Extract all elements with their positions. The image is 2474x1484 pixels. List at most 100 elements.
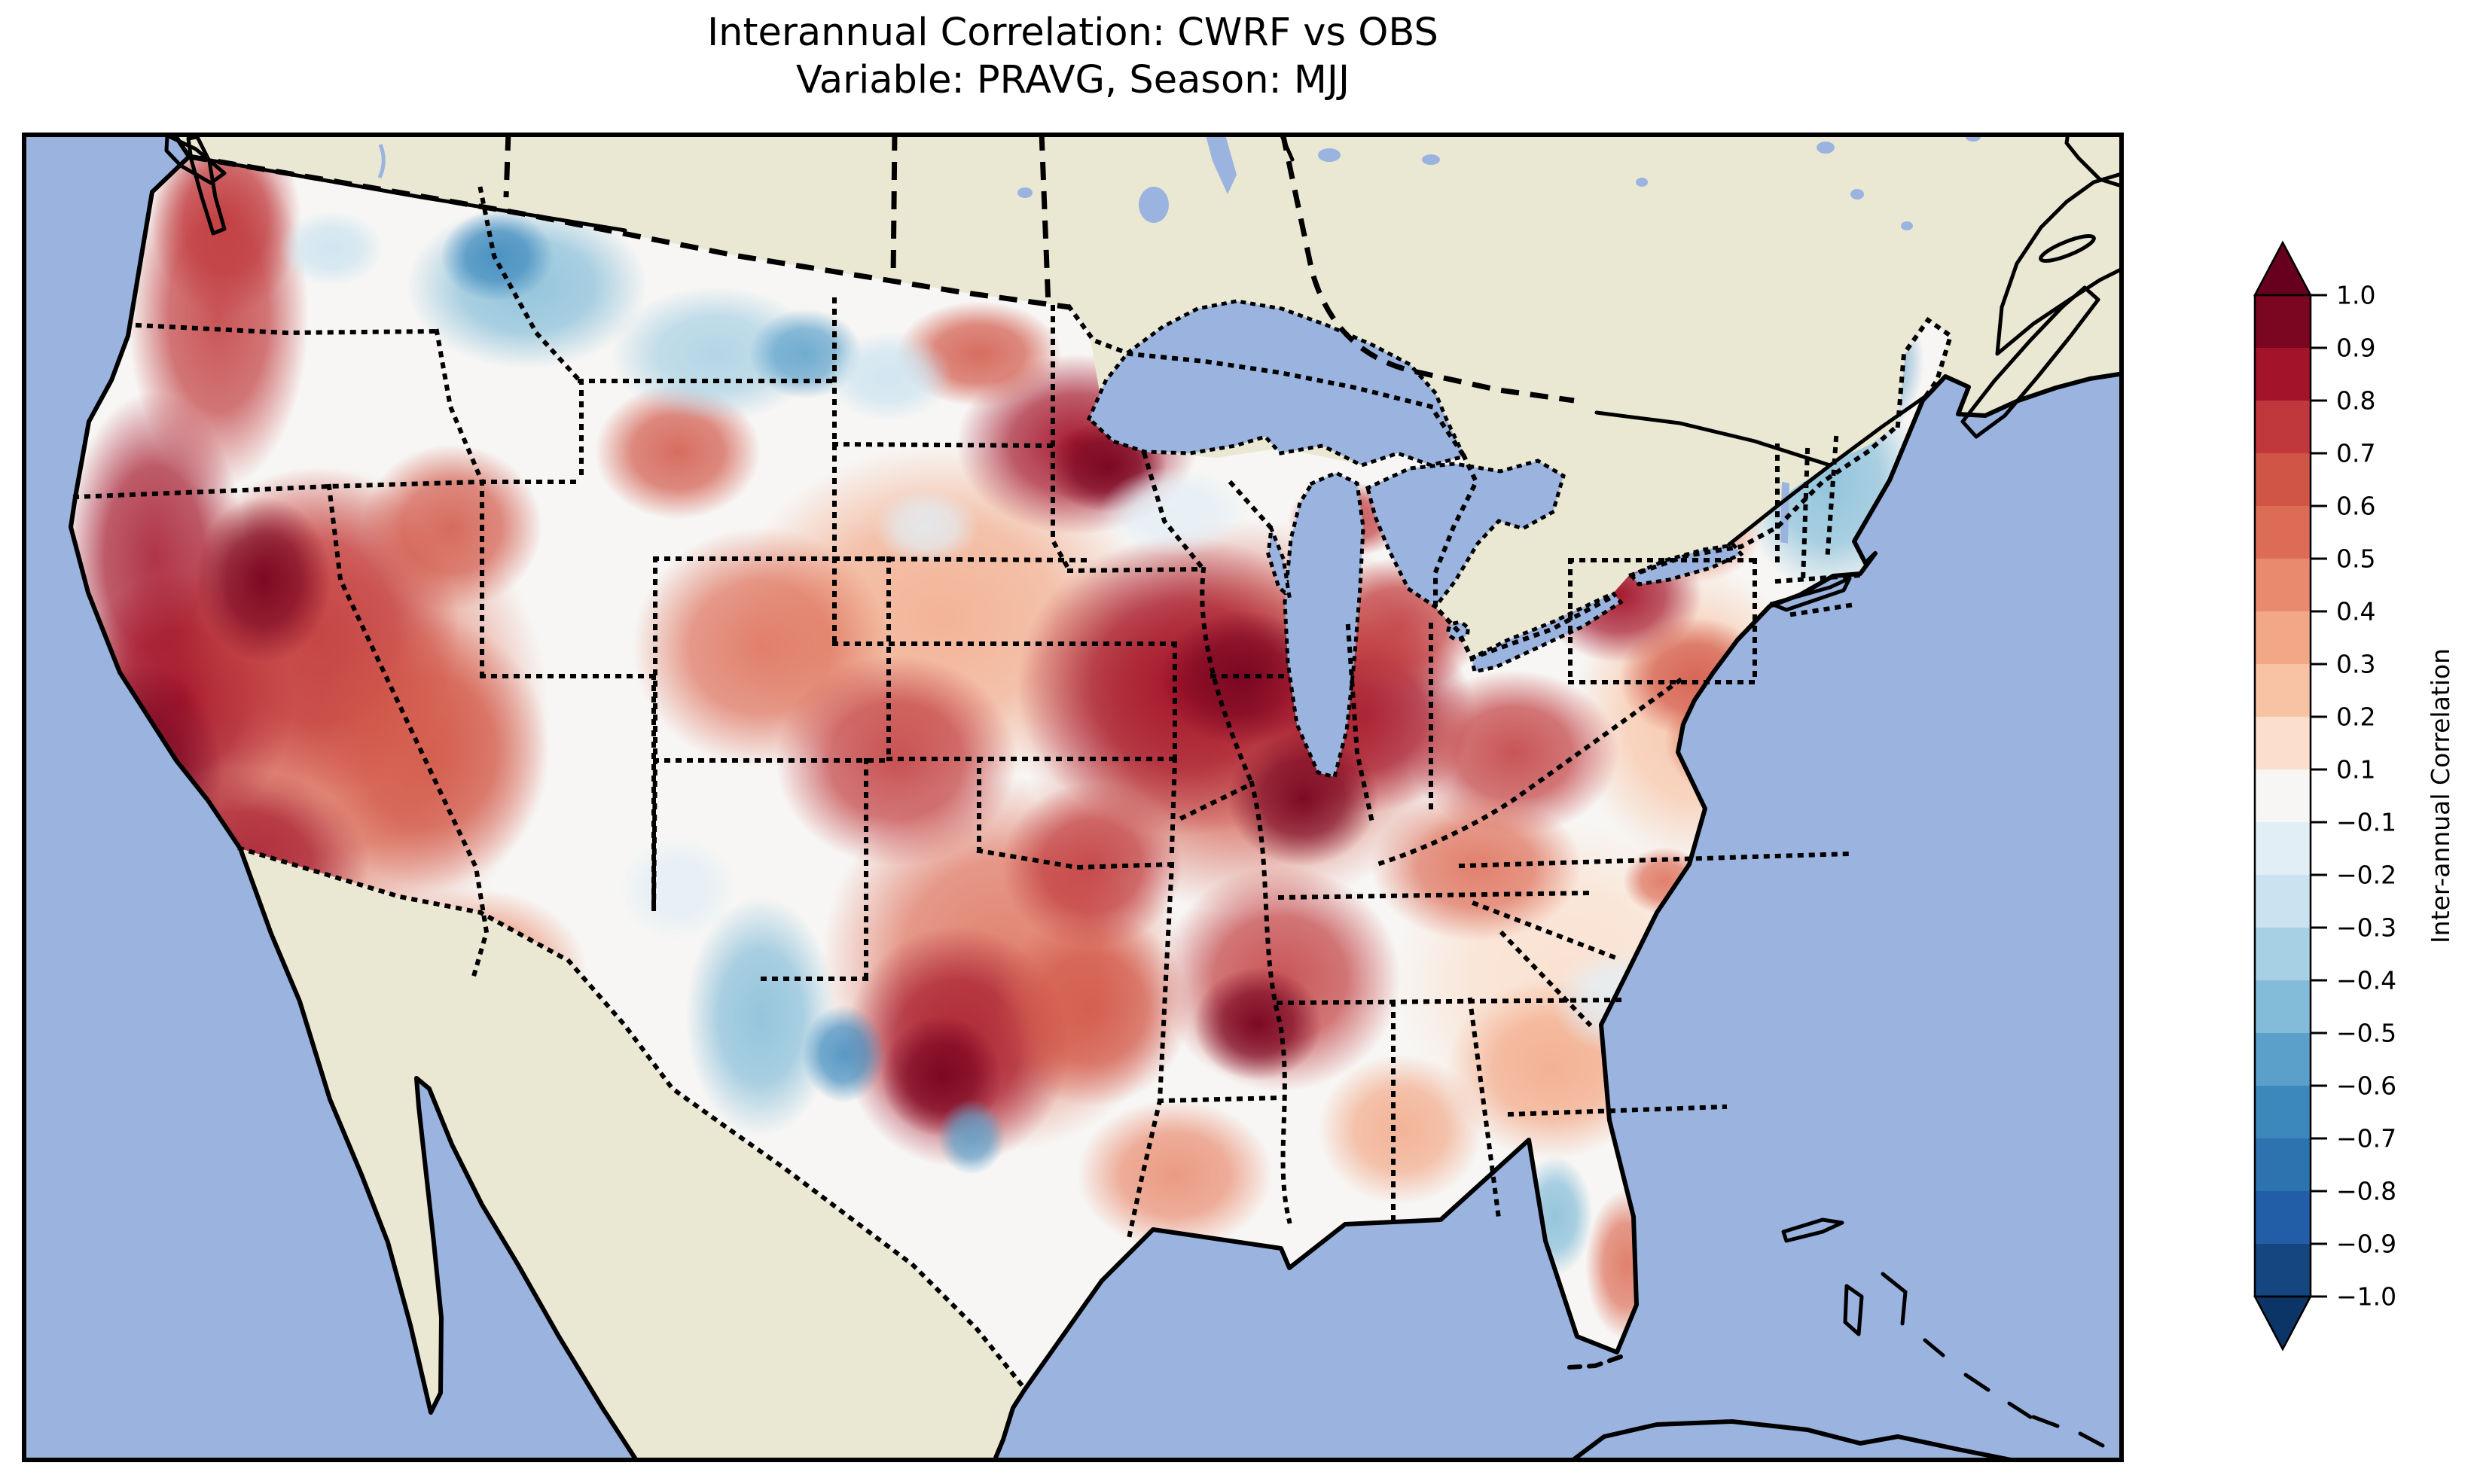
border-through-lakes (1066, 303, 1954, 661)
field-region-dakota-west-blue (825, 331, 953, 422)
colorbar-tick-label: 0.1 (2336, 755, 2375, 785)
map-frame (22, 133, 2124, 1462)
field-region-new-mexico-blue-core (802, 1005, 885, 1103)
colorbar-segment (2255, 401, 2311, 454)
lake-small-5 (1017, 187, 1033, 198)
bahamas (1781, 1217, 2105, 1448)
colorbar-segment (2255, 506, 2311, 559)
field-region-mississippi-alabama (1318, 1054, 1484, 1205)
field-region-arkansas-core (1194, 967, 1322, 1080)
field-region-idaho-south (361, 444, 542, 610)
field-region-new-mexico-east-blue (685, 896, 836, 1137)
colorbar-tick-label: −0.2 (2336, 861, 2396, 890)
colorbar-axis-label: Inter-annual Correlation (2426, 648, 2455, 943)
colorbar-tick-label: −0.9 (2336, 1230, 2396, 1259)
colorbar-over-arrow (2253, 240, 2313, 297)
colorbar-segment (2255, 1033, 2311, 1086)
bahama-cays-4 (2031, 1415, 2060, 1428)
colorbar-segment (2255, 348, 2311, 401)
lake-superior (1086, 299, 1467, 468)
bahama-cays-2 (1963, 1373, 1990, 1392)
lake-small-1 (1318, 148, 1341, 162)
colorbar-segment (2255, 559, 2311, 612)
field-region-texas-east (994, 911, 1190, 1107)
grand-bahama (1781, 1217, 1844, 1243)
lake-winnipeg (1205, 133, 1237, 194)
newfoundland (2064, 133, 2124, 189)
colorbar-tick-label: −0.8 (2336, 1177, 2396, 1206)
lake-michigan (1283, 471, 1365, 780)
field-region-louisiana (1077, 1099, 1273, 1250)
field-region-nevada-core (196, 497, 331, 663)
colorbar-tick-label: 0.8 (2336, 386, 2375, 416)
florida-keys (1567, 1354, 1623, 1370)
us-canada-border (188, 154, 1070, 310)
figure-title: Interannual Correlation: CWRF vs OBS Var… (22, 9, 2124, 104)
field-region-wisconsin-blue (1100, 467, 1250, 557)
bahama-cays-5 (2078, 1431, 2105, 1448)
nova-scotia (1960, 285, 2100, 439)
bc-river (377, 144, 386, 179)
eleuthera (1881, 1272, 1908, 1326)
field-region-colorado-southeast-blue (618, 836, 738, 941)
field-region-montana-blue-core (441, 211, 554, 301)
colorbar-segment (2255, 875, 2311, 928)
colorbar-tick-label: −0.3 (2336, 913, 2396, 943)
colorbar-tick-label: 0.3 (2336, 650, 2375, 679)
colorbar-segment (2255, 664, 2311, 718)
lake-champlain (1780, 482, 1789, 544)
colorbar-under-arrow (2253, 1295, 2313, 1351)
us-correlation-map (22, 133, 2124, 1462)
ottawa-river (1594, 410, 1832, 468)
colorbar-segment (2255, 822, 2311, 876)
colorbar: 1.0 0.9 0.8 0.7 0.6 0.5 0.4 0.3 0.2 0.1 −0.1 −0.2 −0… (2253, 240, 2455, 1351)
coastline-outline (69, 133, 2124, 1462)
field-region-washington-inland-blue (279, 211, 384, 286)
colorbar-tick-label: 0.9 (2336, 334, 2375, 363)
colorbar-segment (2255, 453, 2311, 507)
title-line-2: Variable: PRAVG, Season: MJJ (795, 58, 1350, 102)
colorbar-tick-label: 0.6 (2336, 492, 2375, 521)
bahama-cays-3 (2007, 1401, 2033, 1419)
colorbar-segment (2255, 1244, 2311, 1297)
field-region-montana-central-blue (610, 286, 821, 422)
colorbar-tick-label: −0.7 (2336, 1124, 2396, 1153)
lake-small-12 (1422, 154, 1440, 165)
anticosti-island (2039, 233, 2096, 264)
colorbar-tick-label: −0.1 (2336, 808, 2396, 837)
colorbar-tick-label: −0.5 (2336, 1019, 2396, 1048)
colorbar-tick-label: −1.0 (2336, 1282, 2396, 1312)
colorbar-segment (2255, 611, 2311, 665)
colorbar-tick-label: 0.7 (2336, 439, 2375, 468)
green-bay (1266, 528, 1292, 602)
field-region-utah-arizona (309, 617, 550, 888)
colorbar-segment (2255, 295, 2311, 349)
lake-small-4 (1817, 142, 1835, 154)
cuba (1569, 1419, 2021, 1462)
great-lakes (1086, 299, 1789, 780)
colorbar-tick-label: −0.6 (2336, 1071, 2396, 1101)
colorbar-segment (2255, 717, 2311, 770)
colorbar-segment (2255, 1191, 2311, 1245)
bahama-cays-1 (1923, 1338, 1945, 1358)
colorbar-tick-label: 0.4 (2336, 597, 2375, 626)
lake-ontario (1627, 543, 1745, 587)
lake-small-13 (1636, 178, 1648, 187)
colorbar-outline (2253, 294, 2312, 1298)
puget-sound (186, 135, 227, 236)
lake-huron (1365, 459, 1566, 610)
state-borders (72, 186, 1863, 1238)
colorbar-segment (2255, 1086, 2311, 1139)
field-region-kansas-west-blue (874, 489, 979, 565)
field-region-big-bend-blue (938, 1099, 1005, 1175)
colorbar-tick-label: 0.2 (2336, 702, 2375, 732)
title-line-1: Interannual Correlation: CWRF vs OBS (707, 11, 1438, 55)
colorbar-tick-label: 0.5 (2336, 544, 2375, 574)
field-region-kansas-oklahoma (776, 655, 1017, 866)
colorbar-tick-label: −0.4 (2336, 966, 2396, 995)
colorbar-segment (2255, 980, 2311, 1034)
us-mexico-border (237, 846, 1029, 1393)
canada-province-borders (503, 133, 1575, 404)
field-region-missouri-core (1228, 730, 1378, 866)
